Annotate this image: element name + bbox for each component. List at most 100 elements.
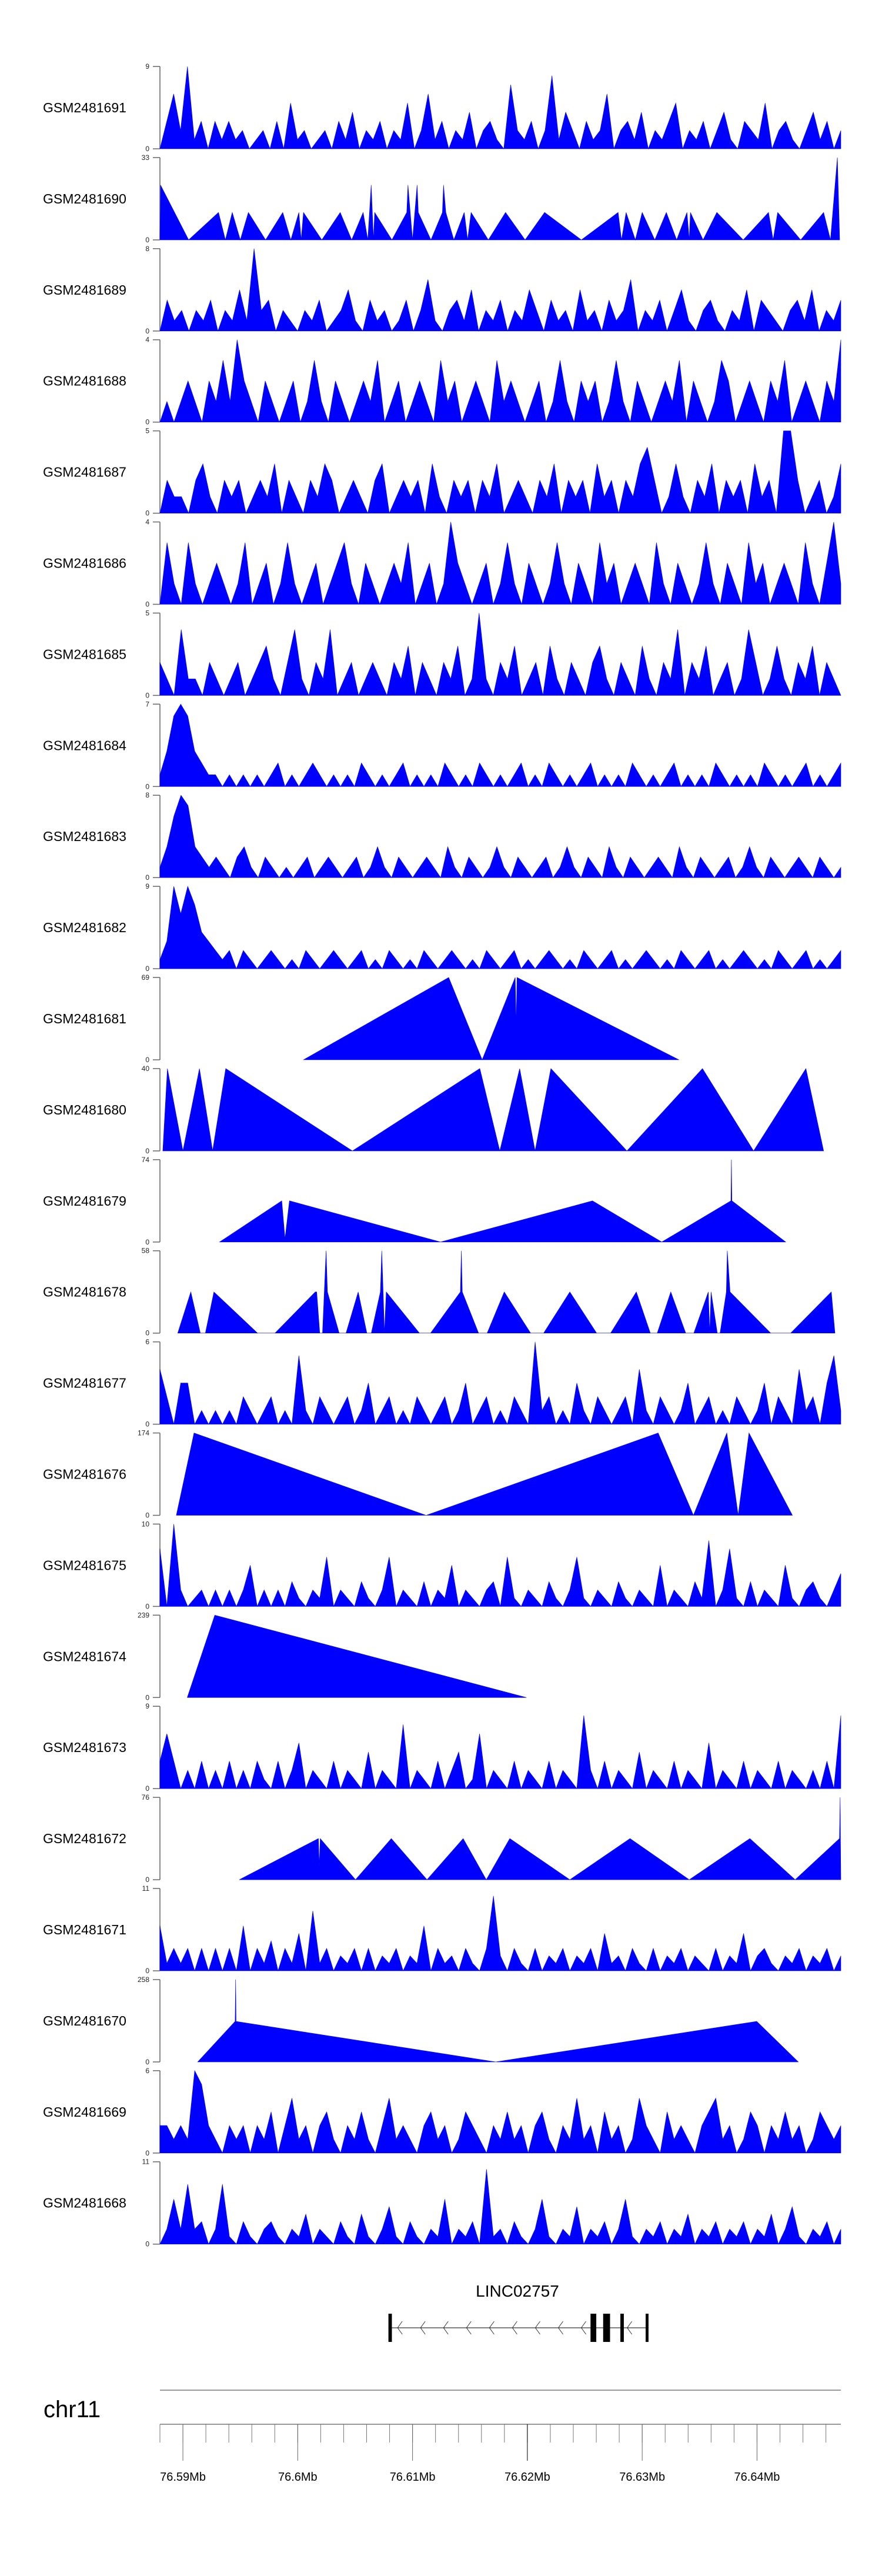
y-tick-label-max: 9 [145, 62, 149, 71]
y-tick-label-zero: 0 [145, 1693, 149, 1701]
track-GSM2481687: GSM2481687 5 0 [43, 427, 841, 518]
coverage-area [159, 886, 841, 969]
track-GSM2481688: GSM2481688 4 0 [43, 336, 841, 426]
coverage-area [239, 1797, 841, 1880]
track-GSM2481685: GSM2481685 5 0 [43, 609, 841, 699]
coverage-area [159, 431, 841, 514]
track-label: GSM2481675 [43, 1557, 126, 1573]
y-tick-label-zero: 0 [145, 1420, 149, 1429]
coverage-area [159, 2169, 841, 2245]
track-label: GSM2481673 [43, 1740, 126, 1755]
track-GSM2481684: GSM2481684 7 0 [43, 700, 841, 790]
coverage-area [159, 1524, 841, 1607]
strand-arrow-icon [557, 2321, 563, 2335]
track-GSM2481681: GSM2481681 69 0 [43, 973, 679, 1064]
track-GSM2481690: GSM2481690 33 0 [43, 154, 840, 244]
exon [620, 2314, 624, 2342]
y-tick-label-zero: 0 [145, 327, 149, 335]
y-tick-label-max: 11 [142, 1884, 150, 1893]
strand-arrow-icon [489, 2321, 495, 2335]
exon [590, 2314, 597, 2342]
track-label: GSM2481668 [43, 2195, 126, 2211]
y-tick-label-max: 40 [142, 1065, 150, 1073]
track-GSM2481668: GSM2481668 11 0 [43, 2158, 841, 2248]
coverage-area [162, 1068, 824, 1152]
strand-arrow-icon [397, 2321, 403, 2335]
strand-arrow-icon [627, 2321, 633, 2335]
y-tick-label-zero: 0 [145, 2240, 149, 2248]
track-label: GSM2481679 [43, 1193, 126, 1209]
track-GSM2481676: GSM2481676 174 0 [43, 1429, 793, 1520]
y-tick-label-zero: 0 [145, 1147, 149, 1155]
track-label: GSM2481690 [43, 191, 126, 206]
coverage-area [197, 1979, 799, 2063]
y-tick-label-zero: 0 [145, 1329, 149, 1337]
y-tick-label-max: 9 [145, 882, 149, 890]
y-tick-label-zero: 0 [145, 2058, 149, 2066]
y-tick-label-zero: 0 [145, 691, 149, 699]
track-label: GSM2481677 [43, 1376, 126, 1391]
track-GSM2481671: GSM2481671 11 0 [43, 1884, 841, 1975]
y-tick-label-max: 6 [145, 2067, 149, 2075]
y-tick-label-zero: 0 [145, 1238, 149, 1246]
strand-arrow-icon [466, 2321, 472, 2335]
axis-tick-label: 76.59Mb [160, 2471, 206, 2484]
coverage-area [159, 613, 841, 696]
y-tick-label-max: 8 [145, 245, 149, 253]
coverage-area [159, 66, 841, 150]
y-tick-label-zero: 0 [145, 1876, 149, 1884]
strand-arrow-icon [512, 2321, 517, 2335]
chromosome-label: chr11 [44, 2397, 101, 2422]
y-tick-label-zero: 0 [145, 509, 149, 518]
y-tick-label-zero: 0 [145, 873, 149, 882]
y-tick-label-max: 4 [145, 336, 149, 344]
coverage-area [302, 977, 679, 1060]
coverage-area [187, 1614, 527, 1698]
y-tick-label-max: 76 [142, 1793, 150, 1801]
y-tick-label-max: 5 [145, 609, 149, 617]
axis-tick-label: 76.62Mb [505, 2471, 550, 2484]
strand-arrow-icon [420, 2321, 426, 2335]
y-tick-label-max: 58 [142, 1247, 150, 1255]
track-label: GSM2481680 [43, 1102, 126, 1117]
track-label: GSM2481671 [43, 1922, 126, 1937]
track-GSM2481669: GSM2481669 6 0 [43, 2067, 841, 2157]
y-tick-label-max: 11 [142, 2158, 150, 2166]
y-tick-label-max: 33 [142, 154, 150, 162]
coverage-area [159, 1342, 841, 1425]
y-tick-label-max: 239 [138, 1611, 149, 1619]
y-tick-label-zero: 0 [145, 1511, 149, 1520]
exon [603, 2314, 610, 2342]
gene-label: LINC02757 [476, 2282, 559, 2300]
axis-tick-label: 76.64Mb [734, 2471, 780, 2484]
track-GSM2481678: GSM2481678 58 0 [43, 1247, 836, 1337]
track-GSM2481683: GSM2481683 8 0 [43, 791, 841, 882]
track-label: GSM2481670 [43, 2013, 126, 2028]
track-label: GSM2481688 [43, 373, 126, 389]
y-tick-label-zero: 0 [145, 418, 149, 426]
track-label: GSM2481689 [43, 282, 126, 298]
axis-tick-label: 76.61Mb [390, 2471, 436, 2484]
y-tick-label-zero: 0 [145, 1967, 149, 1975]
coverage-area [159, 248, 841, 332]
y-tick-label-max: 69 [142, 973, 150, 982]
track-label: GSM2481683 [43, 829, 126, 844]
y-tick-label-max: 6 [145, 1338, 149, 1346]
track-GSM2481691: GSM2481691 9 0 [43, 62, 841, 153]
exon [388, 2314, 392, 2342]
exon [646, 2314, 649, 2342]
coverage-area [159, 795, 841, 878]
y-tick-label-max: 7 [145, 700, 149, 708]
y-tick-label-zero: 0 [145, 1602, 149, 1610]
coverage-area [159, 1715, 841, 1790]
y-tick-label-zero: 0 [145, 145, 149, 153]
y-tick-label-zero: 0 [145, 1056, 149, 1064]
track-GSM2481680: GSM2481680 40 0 [43, 1065, 824, 1155]
y-tick-label-zero: 0 [145, 600, 149, 609]
track-label: GSM2481686 [43, 556, 126, 571]
axis-tick-label: 76.6Mb [278, 2471, 318, 2484]
y-tick-label-zero: 0 [145, 1784, 149, 1793]
track-label: GSM2481672 [43, 1831, 126, 1846]
y-tick-label-max: 5 [145, 427, 149, 435]
